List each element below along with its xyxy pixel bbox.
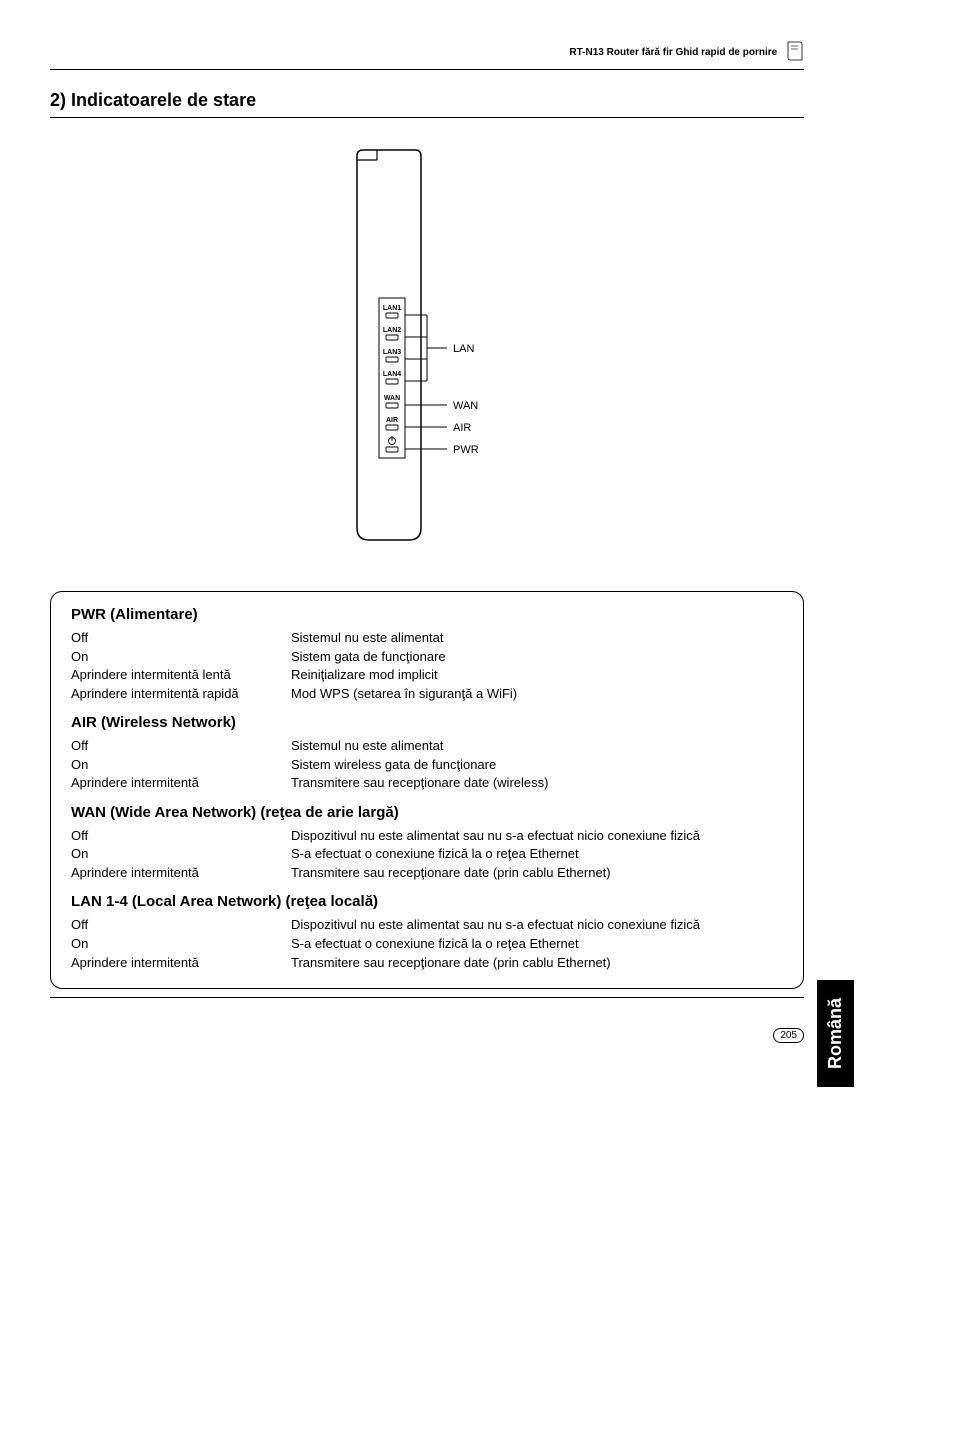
table-row: OnSistem wireless gata de funcţionare: [71, 756, 783, 774]
table-row: Aprindere intermitentă rapidăMod WPS (se…: [71, 685, 783, 703]
svg-text:WAN: WAN: [384, 395, 400, 402]
device-diagram: LAN1 LAN2 LAN3 LAN4 WAN AIR: [50, 148, 804, 551]
svg-text:AIR: AIR: [386, 417, 398, 424]
table-row: Aprindere intermitentăTransmitere sau re…: [71, 954, 783, 972]
footer-divider: [50, 997, 804, 998]
table-row: OffDispozitivul nu este alimentat sau nu…: [71, 916, 783, 934]
table-row: Aprindere intermitentăTransmitere sau re…: [71, 774, 783, 792]
table-row: OnS-a efectuat o conexiune fizică la o r…: [71, 935, 783, 953]
table-row: OffSistemul nu este alimentat: [71, 629, 783, 647]
status-info-box: PWR (Alimentare) OffSistemul nu este ali…: [50, 591, 804, 989]
page-header: RT-N13 Router fără fir Ghid rapid de por…: [50, 40, 804, 70]
language-tab: Română: [817, 980, 854, 1087]
diagram-label-air: AIR: [453, 422, 471, 434]
heading-lan: LAN 1-4 (Local Area Network) (reţea loca…: [71, 893, 783, 910]
svg-text:LAN4: LAN4: [383, 371, 401, 378]
table-row: OnS-a efectuat o conexiune fizică la o r…: [71, 845, 783, 863]
page-number: 205: [50, 1028, 804, 1043]
page: RT-N13 Router fără fir Ghid rapid de por…: [50, 40, 804, 1043]
table-row: OffSistemul nu este alimentat: [71, 737, 783, 755]
svg-text:LAN1: LAN1: [383, 305, 401, 312]
svg-text:LAN2: LAN2: [383, 327, 401, 334]
heading-pwr: PWR (Alimentare): [71, 606, 783, 623]
diagram-label-wan: WAN: [453, 400, 478, 412]
table-row: OffDispozitivul nu este alimentat sau nu…: [71, 827, 783, 845]
header-text: RT-N13 Router fără fir Ghid rapid de por…: [569, 47, 777, 58]
router-icon: [786, 40, 804, 65]
section-title: 2) Indicatoarele de stare: [50, 90, 804, 118]
diagram-label-pwr: PWR: [453, 444, 479, 456]
diagram-label-lan: LAN: [453, 343, 474, 355]
table-row: OnSistem gata de funcţionare: [71, 648, 783, 666]
table-row: Aprindere intermitentă lentăReiniţializa…: [71, 666, 783, 684]
heading-wan: WAN (Wide Area Network) (reţea de arie l…: [71, 804, 783, 821]
svg-text:LAN3: LAN3: [383, 349, 401, 356]
table-row: Aprindere intermitentăTransmitere sau re…: [71, 864, 783, 882]
heading-air: AIR (Wireless Network): [71, 714, 783, 731]
